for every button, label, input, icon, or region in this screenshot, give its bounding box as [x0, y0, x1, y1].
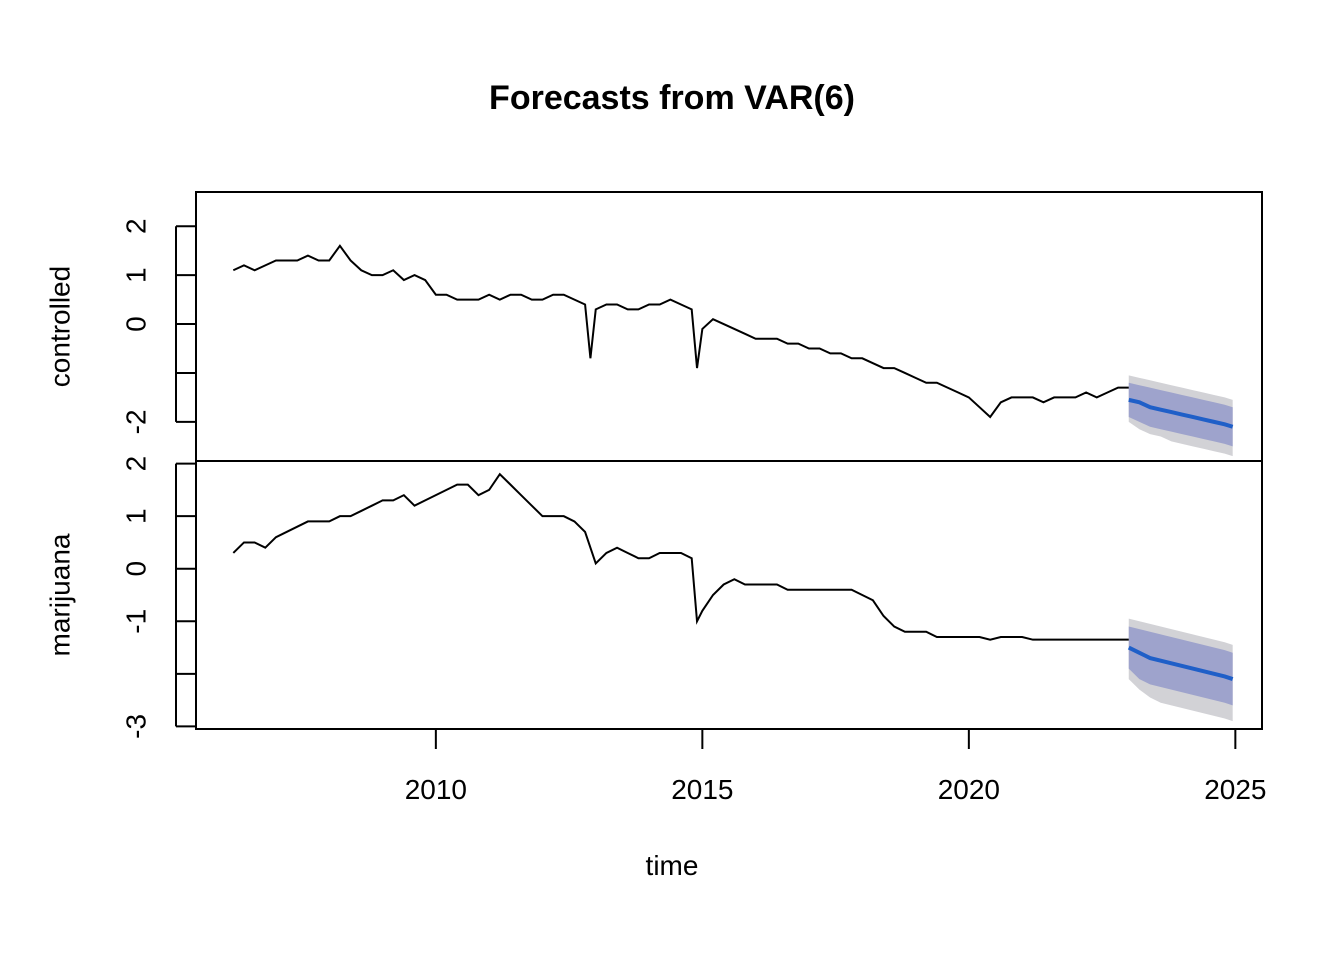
y-tick-label: -1	[120, 609, 151, 634]
y-tick-label: 1	[120, 267, 151, 283]
x-axis-title: time	[646, 850, 699, 881]
y-tick-label: 2	[120, 218, 151, 234]
y-tick-label: 2	[120, 456, 151, 472]
y-tick-label: 1	[120, 508, 151, 524]
y-tick-label: -3	[120, 714, 151, 739]
x-axis: 2010 2015 2020 2025	[405, 728, 1266, 805]
chart-title: Forecasts from VAR(6)	[489, 79, 855, 117]
x-tick-label: 2020	[938, 774, 1000, 805]
y-tick-label: 0	[120, 316, 151, 332]
y-tick-label: 0	[120, 561, 151, 577]
y-tick-label: -2	[120, 409, 151, 434]
panel-frame	[195, 460, 1263, 730]
forecast-line	[1128, 397, 1234, 429]
x-tick-label: 2025	[1204, 774, 1266, 805]
y-axis-title: marijuana	[44, 533, 75, 656]
x-tick-label: 2010	[405, 774, 467, 805]
forecast-line	[1127, 645, 1234, 681]
panel-marijuana: 2 1 0 -1 -3 marijuana	[44, 456, 1263, 739]
history-line	[232, 472, 1129, 641]
x-tick-label: 2015	[671, 774, 733, 805]
history-line	[232, 244, 1129, 419]
y-axis-title: controlled	[44, 266, 75, 387]
chart-panels: 2 1 0 -2 controlled 2 1 0 -1 -3 marijuana	[44, 191, 1263, 739]
panel-controlled: 2 1 0 -2 controlled	[44, 191, 1263, 462]
